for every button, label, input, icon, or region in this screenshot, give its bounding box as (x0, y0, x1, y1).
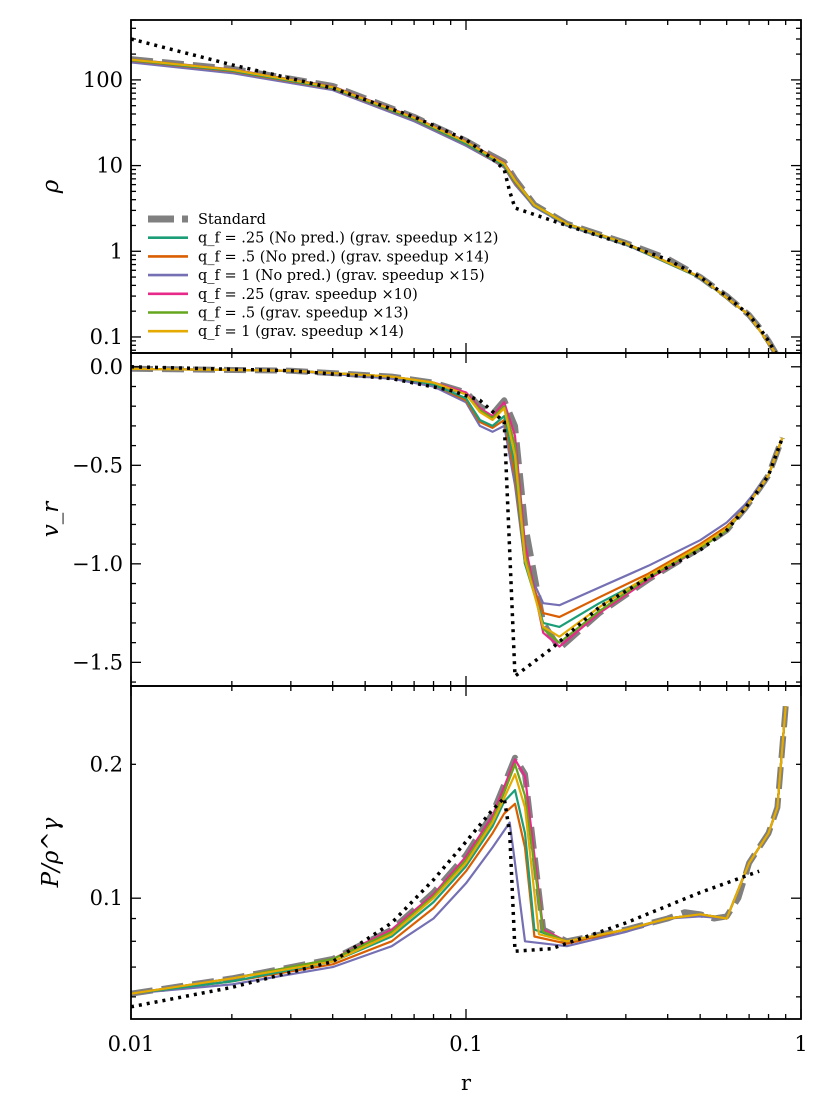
series-analytic-vr (131, 365, 785, 680)
legend: Standard q_f = .25 (No pred.) (grav. spee… (148, 212, 498, 340)
y-tick-label-rho: 100 (83, 68, 123, 92)
series-q25-vr (131, 367, 784, 648)
plot-area-rho (131, 37, 780, 353)
y-tick-label-rho: 0.1 (90, 325, 123, 349)
series-q5-vr (131, 367, 784, 644)
y-tick-label-vr: 0.0 (90, 355, 123, 379)
panel-rho: 0.1 1 10 100 ρ (38, 19, 802, 354)
series-q25np-vr (131, 367, 784, 628)
x-tick-label: 0.1 (449, 1032, 482, 1056)
legend-label-q25np: q_f = .25 (No pred.) (grav. speedup ×12) (198, 231, 498, 247)
panel-entropy: 0.1 0.2 P/ρ^γ 0.01 0.1 1 (38, 685, 808, 1056)
y-axis-label-entropy: P/ρ^γ (38, 817, 64, 888)
legend-label-q5np: q_f = .5 (No pred.) (grav. speedup ×14) (198, 249, 489, 265)
series-q5np-vr (131, 367, 784, 619)
legend-label-q25: q_f = .25 (grav. speedup ×10) (198, 287, 418, 303)
legend-label-q1np: q_f = 1 (No pred.) (grav. speedup ×15) (198, 268, 485, 284)
series-analytic-entropy (131, 794, 760, 1009)
x-tick-label: 0.01 (108, 1032, 155, 1056)
y-tick-label-entropy: 0.1 (90, 886, 123, 910)
y-tick-label-vr: −1.0 (72, 552, 123, 576)
y-axis-label-rho: ρ (38, 179, 64, 194)
y-tick-label-rho: 1 (110, 239, 123, 263)
legend-label-q1: q_f = 1 (grav. speedup ×14) (198, 324, 404, 340)
y-tick-label-rho: 10 (96, 154, 123, 178)
series-q1-rho (131, 58, 777, 353)
x-axis-label: r (461, 1071, 472, 1095)
series-analytic-rho (131, 37, 778, 353)
series-standard-vr (131, 365, 786, 652)
x-tick-label: 1 (794, 1032, 807, 1056)
plot-area-entropy (131, 706, 789, 1009)
legend-label-q5: q_f = .5 (grav. speedup ×13) (198, 306, 409, 322)
y-tick-label-vr: −0.5 (72, 453, 123, 477)
legend-label-standard: Standard (198, 212, 266, 228)
panels: 0.1110100ρ0.0−0.5−1.0−1.5v_r0.10.2P/ρ^γ0… (38, 19, 808, 1056)
series-q1-vr (131, 367, 784, 638)
plot-area-vr (131, 365, 786, 680)
panel-vr: 0.0 −0.5 −1.0 −1.5 v_r (38, 352, 802, 687)
y-tick-label-entropy: 0.2 (90, 752, 123, 776)
series-q1np-vr (131, 367, 784, 607)
series-q1-entropy (131, 706, 787, 995)
y-axis-label-vr: v_r (38, 500, 64, 537)
y-tick-label-vr: −1.5 (72, 650, 123, 674)
